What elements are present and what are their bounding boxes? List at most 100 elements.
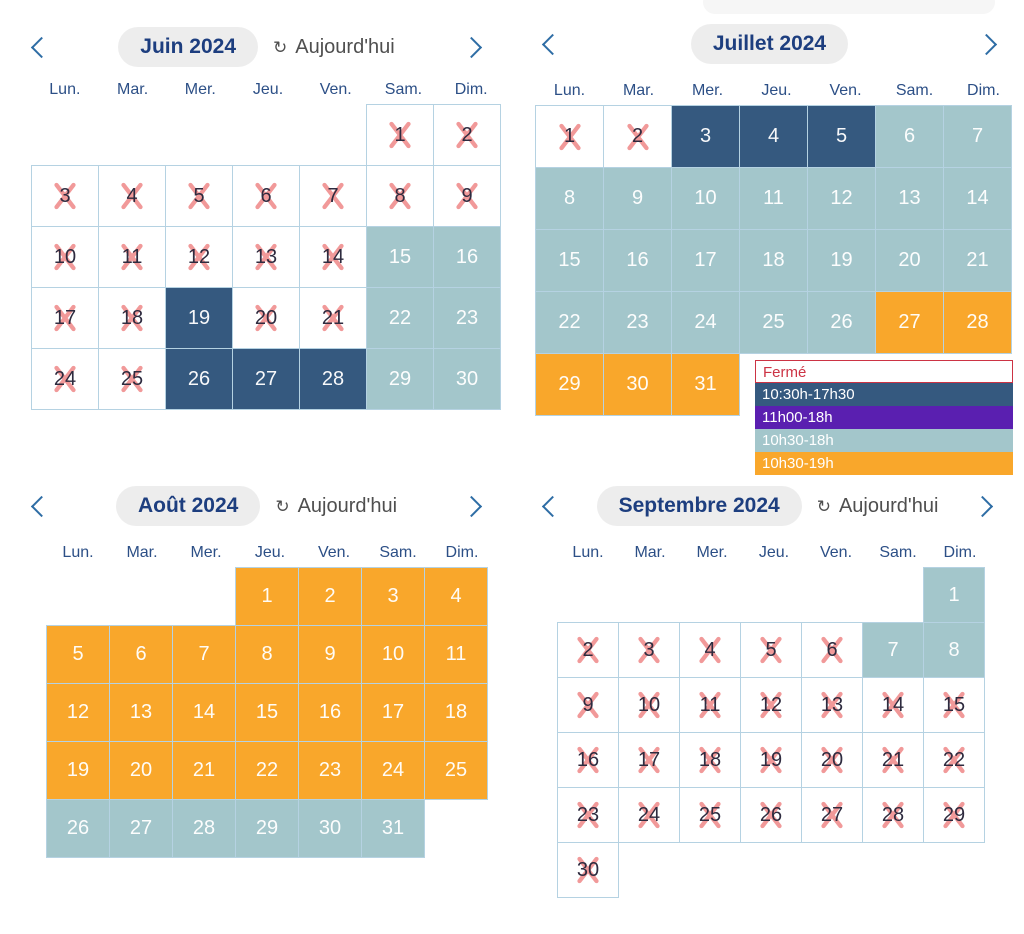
day-cell-23[interactable]: 23 xyxy=(433,287,501,349)
day-cell-26[interactable]: 26 xyxy=(165,348,233,410)
day-cell-27[interactable]: 27 xyxy=(875,291,944,354)
day-number: 30 xyxy=(318,817,342,839)
day-cell-10[interactable]: 10 xyxy=(671,167,740,230)
day-cell-15[interactable]: 15 xyxy=(235,683,299,742)
day-cell-6[interactable]: 6 xyxy=(109,625,173,684)
next-month-button[interactable] xyxy=(456,32,487,63)
today-button[interactable]: ↻ Aujourd'hui xyxy=(273,36,395,59)
empty-cell xyxy=(923,842,985,898)
weekday-label: Dim. xyxy=(454,81,488,98)
day-cell-22[interactable]: 22 xyxy=(535,291,604,354)
day-cell-24[interactable]: 24 xyxy=(361,741,425,800)
day-cell-23[interactable]: 23 xyxy=(298,741,362,800)
day-cell-26[interactable]: 26 xyxy=(46,799,110,858)
day-cell-15[interactable]: 15 xyxy=(535,229,604,292)
day-cell-30[interactable]: 30 xyxy=(433,348,501,410)
day-cell-19[interactable]: 19 xyxy=(807,229,876,292)
day-cell-17[interactable]: 17 xyxy=(671,229,740,292)
day-cell-4[interactable]: 4 xyxy=(424,567,488,626)
day-cell-8[interactable]: 8 xyxy=(535,167,604,230)
day-cell-21[interactable]: 21 xyxy=(172,741,236,800)
day-cell-8[interactable]: 8 xyxy=(923,622,985,678)
day-cell-3[interactable]: 3 xyxy=(671,105,740,168)
day-cell-11[interactable]: 11 xyxy=(424,625,488,684)
day-cell-21[interactable]: 21 xyxy=(943,229,1012,292)
day-cell-22[interactable]: 22 xyxy=(235,741,299,800)
day-cell-18[interactable]: 18 xyxy=(739,229,808,292)
day-cell-28[interactable]: 28 xyxy=(943,291,1012,354)
day-number: 14 xyxy=(966,187,989,209)
next-month-button[interactable] xyxy=(456,491,487,522)
day-cell-16[interactable]: 16 xyxy=(603,229,672,292)
day-cell-17[interactable]: 17 xyxy=(361,683,425,742)
day-cell-10[interactable]: 10 xyxy=(361,625,425,684)
day-cell-21: 21 xyxy=(862,732,924,788)
today-button[interactable]: ↻ Aujourd'hui xyxy=(275,495,397,518)
day-cell-1[interactable]: 1 xyxy=(235,567,299,626)
day-cell-16[interactable]: 16 xyxy=(433,226,501,288)
day-number: 3 xyxy=(643,638,655,661)
day-cell-1[interactable]: 1 xyxy=(923,567,985,623)
prev-month-button[interactable] xyxy=(537,491,568,522)
day-cell-18[interactable]: 18 xyxy=(424,683,488,742)
day-cell-24[interactable]: 24 xyxy=(671,291,740,354)
day-cell-28[interactable]: 28 xyxy=(172,799,236,858)
day-cell-3[interactable]: 3 xyxy=(361,567,425,626)
prev-month-button[interactable] xyxy=(26,32,57,63)
day-cell-5[interactable]: 5 xyxy=(46,625,110,684)
day-cell-25[interactable]: 25 xyxy=(739,291,808,354)
day-cell-14[interactable]: 14 xyxy=(172,683,236,742)
day-cell-27[interactable]: 27 xyxy=(109,799,173,858)
day-cell-28[interactable]: 28 xyxy=(299,348,367,410)
day-cell-22[interactable]: 22 xyxy=(366,287,434,349)
day-cell-6[interactable]: 6 xyxy=(875,105,944,168)
day-cell-5[interactable]: 5 xyxy=(807,105,876,168)
day-cell-31[interactable]: 31 xyxy=(671,353,740,416)
day-cell-12[interactable]: 12 xyxy=(46,683,110,742)
day-cell-7[interactable]: 7 xyxy=(862,622,924,678)
day-number: 12 xyxy=(759,693,783,716)
day-cell-25[interactable]: 25 xyxy=(424,741,488,800)
day-cell-29[interactable]: 29 xyxy=(235,799,299,858)
day-cell-13[interactable]: 13 xyxy=(109,683,173,742)
day-cell-29[interactable]: 29 xyxy=(366,348,434,410)
prev-month-button[interactable] xyxy=(537,29,568,60)
day-cell-11[interactable]: 11 xyxy=(739,167,808,230)
day-cell-19[interactable]: 19 xyxy=(46,741,110,800)
day-cell-12[interactable]: 12 xyxy=(807,167,876,230)
day-number: 7 xyxy=(327,184,339,207)
day-cell-16[interactable]: 16 xyxy=(298,683,362,742)
day-cell-13[interactable]: 13 xyxy=(875,167,944,230)
next-month-button[interactable] xyxy=(967,491,998,522)
day-cell-2: 2 xyxy=(603,105,672,168)
day-cell-7[interactable]: 7 xyxy=(943,105,1012,168)
day-cell-23[interactable]: 23 xyxy=(603,291,672,354)
prev-month-button[interactable] xyxy=(26,491,57,522)
calendar-header: Juillet 2024 ↻ Aujourd'hui xyxy=(519,22,1020,66)
day-cell-20[interactable]: 20 xyxy=(875,229,944,292)
day-cell-27[interactable]: 27 xyxy=(232,348,300,410)
day-number: 30 xyxy=(455,367,479,390)
weekday-header-row: Lun. Mar. Mer. Jeu. Ven. Sam. Dim. xyxy=(535,82,1020,100)
day-cell-15[interactable]: 15 xyxy=(366,226,434,288)
day-cell-26[interactable]: 26 xyxy=(807,291,876,354)
next-month-button[interactable] xyxy=(971,29,1002,60)
day-cell-8[interactable]: 8 xyxy=(235,625,299,684)
day-number: 30 xyxy=(576,858,600,881)
day-cell-29[interactable]: 29 xyxy=(535,353,604,416)
day-cell-30[interactable]: 30 xyxy=(603,353,672,416)
day-cell-4[interactable]: 4 xyxy=(739,105,808,168)
day-cell-30[interactable]: 30 xyxy=(298,799,362,858)
day-cell-2[interactable]: 2 xyxy=(298,567,362,626)
day-cell-27: 27 xyxy=(801,787,863,843)
day-cell-19[interactable]: 19 xyxy=(165,287,233,349)
day-cell-14[interactable]: 14 xyxy=(943,167,1012,230)
day-cell-31[interactable]: 31 xyxy=(361,799,425,858)
day-cell-7[interactable]: 7 xyxy=(172,625,236,684)
day-cell-20[interactable]: 20 xyxy=(109,741,173,800)
day-cell-9[interactable]: 9 xyxy=(603,167,672,230)
week-row: 1 xyxy=(557,567,1016,623)
today-button[interactable]: ↻ Aujourd'hui xyxy=(817,495,939,518)
day-cell-9[interactable]: 9 xyxy=(298,625,362,684)
